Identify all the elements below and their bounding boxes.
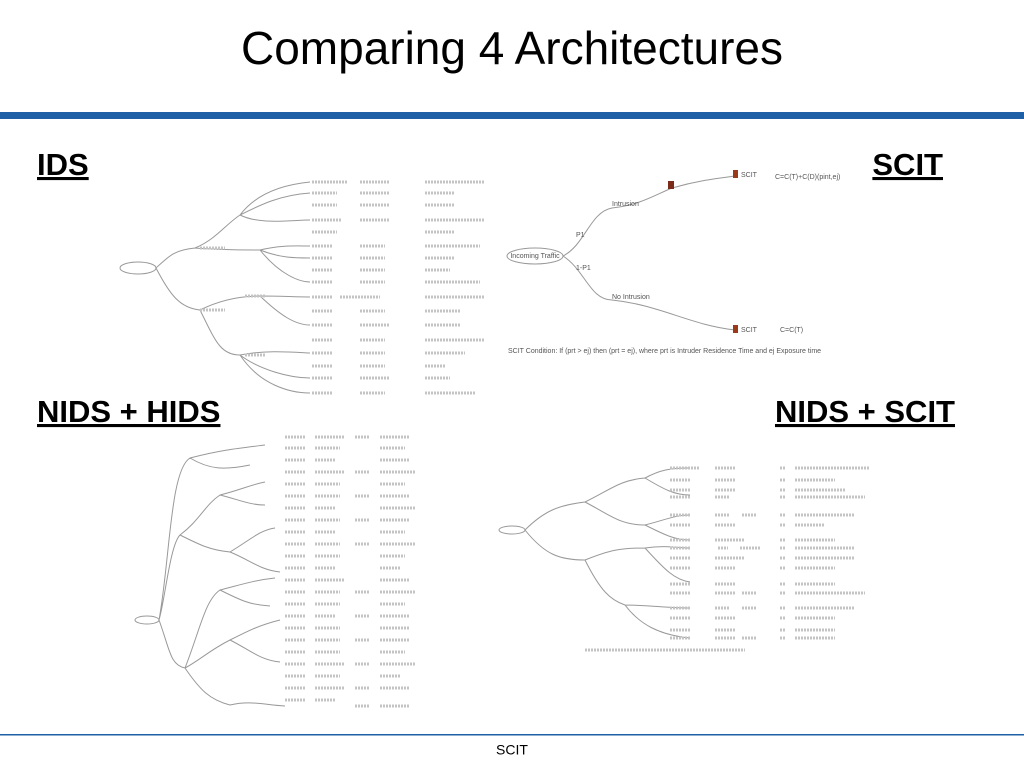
section-label: NIDS + HIDS	[37, 394, 220, 429]
node-label: No Intrusion	[612, 294, 650, 301]
formula: C=C(T)	[780, 327, 803, 334]
branch-label: P1	[576, 232, 585, 239]
caption: SCIT Condition: If (prt > ej) then (prt …	[508, 348, 821, 355]
node-label: SCIT	[741, 172, 758, 179]
title-rule	[0, 112, 1024, 119]
section-label: NIDS + SCIT	[775, 394, 955, 429]
icon	[733, 325, 738, 333]
scit-diagram: Incoming Traffic P1 1-P1 Intrusion No In…	[506, 170, 840, 355]
footer-text: SCIT	[496, 742, 528, 758]
icon	[668, 181, 674, 189]
node-label: SCIT	[741, 327, 758, 334]
footer-rule	[0, 734, 1024, 736]
section-label: IDS	[37, 147, 89, 182]
nids-scit-diagram	[498, 466, 870, 652]
branch-label: 1-P1	[576, 265, 591, 272]
ids-diagram	[119, 180, 485, 395]
node-label: Intrusion	[612, 201, 639, 208]
section-label: SCIT	[872, 147, 943, 182]
node-label: Incoming Traffic	[510, 253, 560, 260]
formula: C=C(T)+C(D)(pint,ej)	[775, 174, 840, 181]
icon	[733, 170, 738, 178]
slide-title: Comparing 4 Architectures	[241, 22, 783, 74]
nids-hids-diagram	[134, 435, 415, 708]
